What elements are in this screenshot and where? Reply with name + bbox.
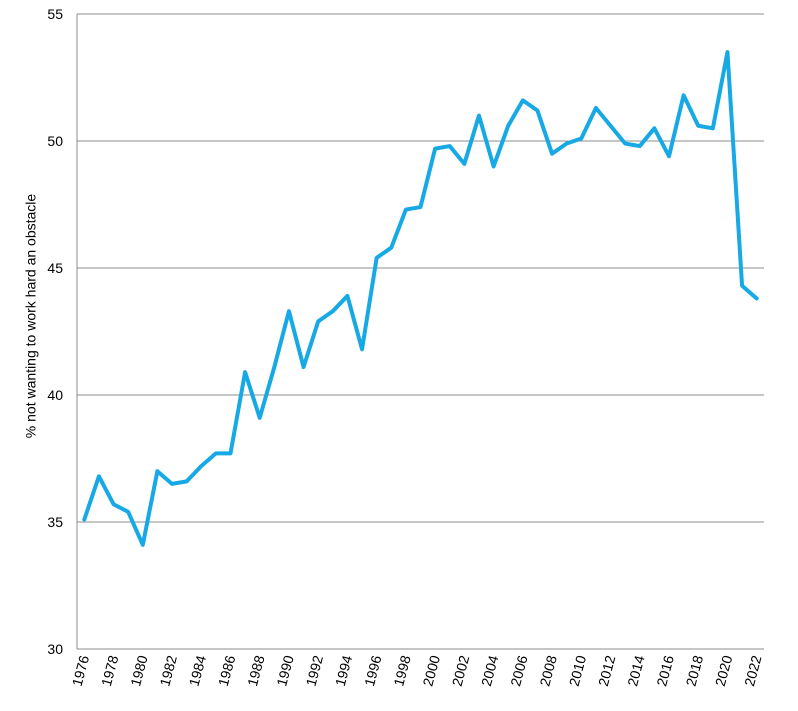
x-tick-label: 2018	[683, 653, 707, 687]
x-tick-label: 2002	[449, 653, 473, 687]
x-tick-labels: 1976 1978 1980 1982 1984 1986 1988 1990 1992 1994…	[69, 653, 765, 687]
x-tick-label: 2010	[566, 653, 590, 687]
x-tick-label: 2000	[419, 653, 443, 687]
x-tick-label: 2008	[536, 653, 560, 687]
x-tick-label: 2012	[595, 653, 619, 687]
y-tick-label: 55	[47, 6, 63, 22]
x-tick-label: 2014	[624, 653, 648, 687]
y-tick-label: 35	[47, 514, 63, 530]
x-tick-label: 1982	[156, 653, 180, 687]
grid-lines	[77, 13, 764, 523]
x-tick-label: 1992	[303, 653, 327, 687]
y-tick-labels: 30 35 40 45 50 55	[47, 6, 63, 657]
x-tick-label: 1994	[332, 653, 356, 687]
x-tick-label: 1988	[244, 653, 268, 687]
y-axis-label: % not wanting to work hard an obstacle	[23, 194, 39, 439]
x-tick-label: 1986	[215, 653, 239, 687]
x-tick-label: 1980	[127, 653, 151, 687]
series-line	[82, 50, 759, 547]
x-tick-label: 2022	[741, 653, 765, 687]
x-tick-label: 2004	[478, 653, 502, 687]
x-tick-label: 1990	[273, 653, 297, 687]
x-tick-label: 2016	[653, 653, 677, 687]
x-tick-label: 1998	[390, 653, 414, 687]
x-tick-label: 1976	[69, 653, 93, 687]
x-tick-label: 1984	[186, 653, 210, 687]
y-tick-label: 50	[47, 133, 63, 149]
y-tick-label: 40	[47, 387, 63, 403]
x-tick-label: 2006	[507, 653, 531, 687]
x-tick-label: 1978	[98, 653, 122, 687]
x-tick-label: 1996	[361, 653, 385, 687]
y-tick-label: 45	[47, 260, 63, 276]
x-tick-label: 2020	[712, 653, 736, 687]
y-tick-label: 30	[47, 641, 63, 657]
